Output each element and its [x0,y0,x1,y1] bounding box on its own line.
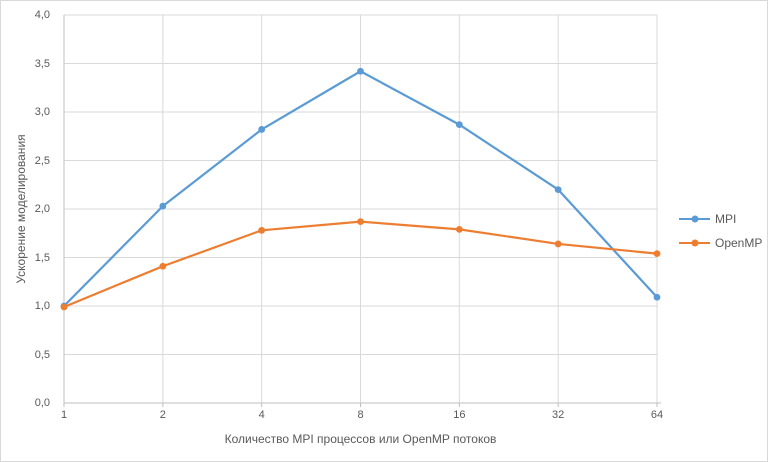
y-tick-label: 0,0 [34,397,50,409]
data-point-MPI-64 [653,293,661,301]
y-tick-label: 4,0 [34,9,50,21]
legend-item-mpi: MPI [679,207,762,231]
data-point-OpenMP-4 [258,226,266,234]
data-point-MPI-32 [554,186,562,194]
y-tick-label: 3,0 [34,106,50,118]
x-tick-label: 2 [159,409,166,421]
data-point-OpenMP-2 [159,262,167,270]
legend-item-openmp: OpenMP [679,231,762,255]
x-tick-label: 8 [357,409,364,421]
legend-label-openmp: OpenMP [715,236,763,250]
y-tick-label: 2,5 [34,154,50,167]
data-point-OpenMP-64 [653,250,661,258]
legend: MPI OpenMP [679,207,762,255]
data-point-MPI-16 [455,121,463,129]
data-point-OpenMP-8 [357,218,364,226]
y-tick-label: 1,0 [34,300,50,312]
y-tick-label: 0,5 [34,348,50,361]
x-tick-label: 64 [650,409,664,421]
y-tick-label: 1,5 [34,251,50,264]
x-axis-title: Количество MPI процессов или OpenMP пото… [224,432,497,446]
openmp-series-dot-icon [691,239,698,247]
y-axis-title: Ускорение моделирования [14,134,28,284]
x-tick-label: 16 [453,409,466,421]
data-point-OpenMP-16 [455,225,463,233]
data-point-MPI-2 [159,202,167,210]
data-point-MPI-4 [258,126,266,133]
mpi-series-dot-icon [691,215,698,223]
data-point-MPI-8 [357,67,364,75]
data-point-OpenMP-1 [60,303,68,311]
x-tick-label: 32 [552,409,565,421]
openmp-series-marker-icon [679,239,710,247]
x-tick-label: 1 [60,409,68,421]
y-tick-label: 3,5 [34,57,50,70]
y-tick-label: 2,0 [34,203,50,215]
x-tick-label: 4 [258,409,265,421]
legend-label-mpi: MPI [715,212,737,226]
data-point-OpenMP-32 [554,240,562,248]
mpi-series-marker-icon [679,215,710,223]
